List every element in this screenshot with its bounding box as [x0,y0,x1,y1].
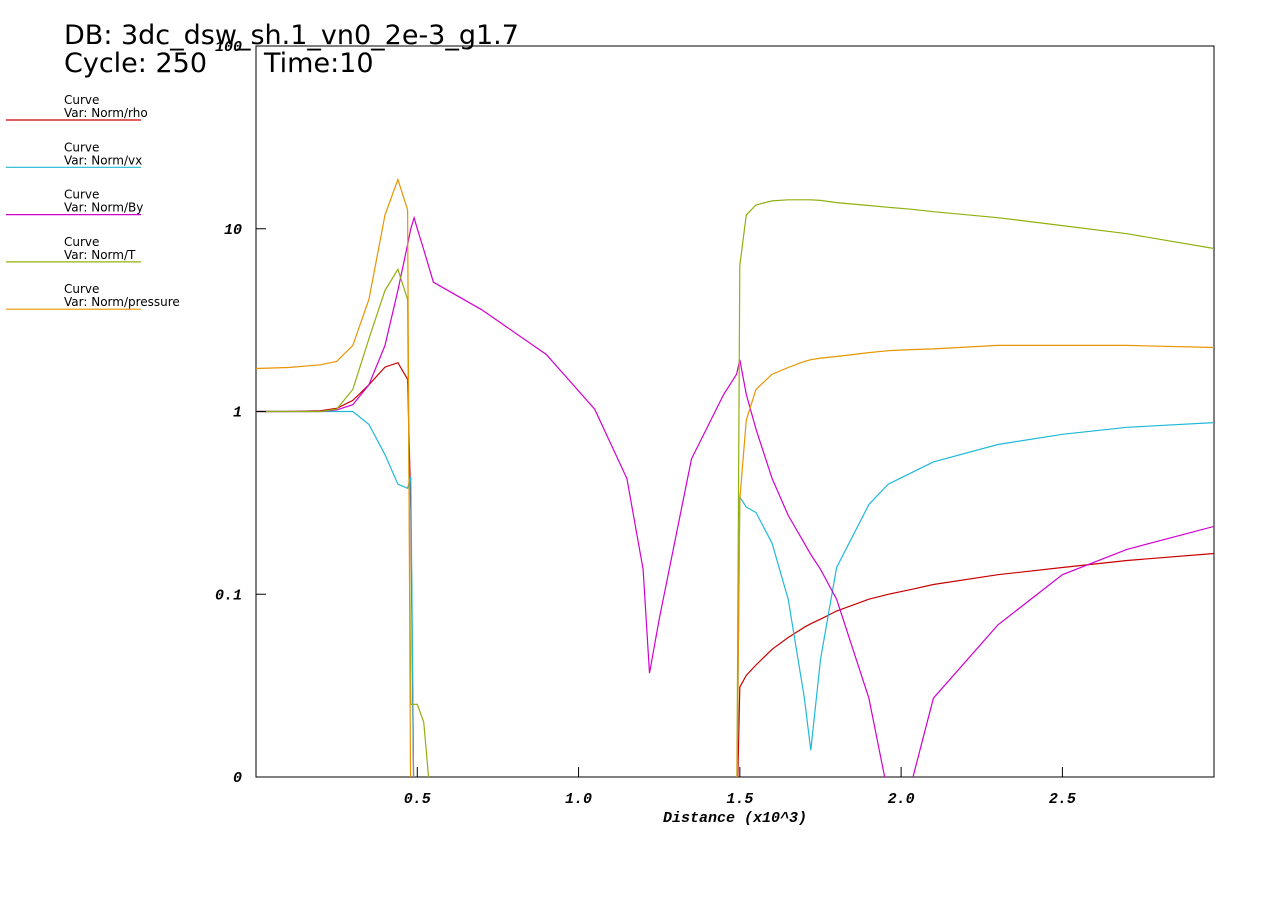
curve [256,215,1214,777]
x-tick-label: 1.0 [565,791,592,808]
curve [256,199,1214,777]
plot-frame [255,45,1215,778]
legend-label: Curve [64,140,99,154]
cycle-label: Cycle: 250 [64,48,207,79]
x-tick-label: 1.5 [726,791,753,808]
y-tick-label: 10 [224,222,242,239]
legend-name: Var: Norm/vx [64,153,142,167]
y-tick-label: 1 [233,405,242,422]
legend-label: Curve [64,235,99,249]
legend-name: Var: Norm/rho [64,106,148,120]
time-label: Time:10 [263,48,374,79]
db-label: DB: 3dc_dsw_sh.1_vn0_2e-3_g1.7 [64,20,519,51]
legend-label: Curve [64,188,99,202]
curve [256,177,1214,777]
plot-area [256,177,1214,777]
x-axis-label: Distance (x10^3) [663,810,807,827]
legend-name: Var: Norm/By [64,201,143,215]
y-tick-label: 0 [233,770,242,787]
y-tick-label: 0.1 [215,587,242,604]
x-tick-label: 0.5 [404,791,431,808]
legend-label: Curve [64,282,99,296]
x-tick-label: 2.5 [1049,791,1076,808]
legend-name: Var: Norm/pressure [64,295,180,309]
curve [256,410,1214,777]
x-tick-label: 2.0 [888,791,915,808]
legend-name: Var: Norm/T [64,248,136,262]
y-tick-label: 100 [215,39,242,56]
legend-label: Curve [64,93,99,107]
